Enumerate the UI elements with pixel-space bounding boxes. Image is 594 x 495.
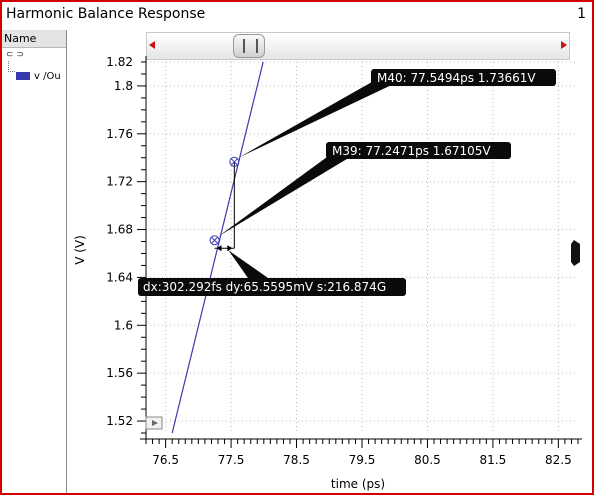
corner-icon[interactable]: [145, 416, 163, 430]
y-tick-label: 1.56: [106, 366, 133, 380]
x-tick-label: 81.5: [480, 453, 507, 467]
x-tick-label: 79.5: [349, 453, 376, 467]
x-tick-label: 82.5: [545, 453, 572, 467]
tick-marks: [137, 61, 579, 448]
y-axis-title: V (V): [73, 235, 87, 265]
marker-m39-cross-b: [211, 236, 218, 244]
tree-line: [8, 61, 15, 72]
grid: [146, 61, 578, 433]
y-tick-label: 1.64: [106, 270, 133, 284]
x-tick-label: 76.5: [152, 453, 179, 467]
title-bar: Harmonic Balance Response 1: [2, 2, 592, 28]
marker-m39-label-text: M39: 77.2471ps 1.67105V: [332, 144, 491, 158]
marker-m40: [229, 156, 240, 167]
y-tick-label: 1.82: [106, 55, 133, 69]
delta-label-text: dx:302.292fs dy:65.5595mV s:216.874G: [143, 280, 386, 294]
marker-m40-label-box: [371, 69, 556, 86]
marker-m40-label-text: M40: 77.5494ps 1.73661V: [377, 71, 536, 85]
x-tick-label: 78.5: [283, 453, 310, 467]
marker-m40-label-pointer: [238, 74, 401, 158]
y-tick-label: 1.6: [114, 318, 133, 332]
delta-label-box: [138, 278, 406, 296]
legend-item[interactable]: v /Ou: [16, 66, 66, 80]
scroll-right-arrow-icon[interactable]: [561, 41, 567, 49]
x-tick-labels: 76.5 77.5 78.5 79.5 80.5 81.5 82.5: [152, 453, 571, 467]
y-tick-label: 1.72: [106, 175, 133, 189]
scroll-left-arrow-icon[interactable]: [149, 41, 155, 49]
series-line: [171, 61, 264, 434]
y-tick-label: 1.68: [106, 223, 133, 237]
x-tick-label: 77.5: [218, 453, 245, 467]
delta-arrow-left: [216, 245, 222, 252]
delta-arrow-right: [227, 245, 233, 252]
marker-m39-label-pointer: [218, 147, 356, 237]
series-layer: [171, 61, 264, 434]
y-tick-labels: 1.52 1.56 1.6 1.64 1.68 1.72 1.76 1.8 1.82: [106, 55, 133, 428]
y-tick-label: 1.8: [114, 79, 133, 93]
grip-icon: [243, 39, 258, 53]
legend-panel: Name ⊂ ⊃ v /Ou: [2, 30, 67, 493]
window-title: Harmonic Balance Response: [6, 6, 206, 22]
delta-label-pointer: [228, 250, 268, 278]
legend-header[interactable]: Name: [2, 30, 66, 48]
marker-layer: M40: 77.5494ps 1.73661V M39: 77.2471ps 1.…: [138, 69, 556, 296]
x-axis-title: time (ps): [331, 477, 385, 491]
legend-label: v /Ou: [34, 71, 61, 80]
y-tick-label: 1.76: [106, 127, 133, 141]
x-tick-label: 80.5: [414, 453, 441, 467]
y-tick-label: 1.52: [106, 414, 133, 428]
window-number: 1: [577, 6, 586, 22]
marker-m39: [209, 235, 220, 246]
scroll-thumb[interactable]: [233, 34, 265, 58]
expander-icon[interactable]: ⊂ ⊃: [6, 50, 24, 60]
horizontal-scrollbar[interactable]: [146, 32, 570, 60]
marker-m40-cross-b: [230, 158, 238, 166]
legend-swatch: [16, 72, 30, 80]
axes: [140, 56, 582, 440]
plot-area[interactable]: 76.5 77.5 78.5 79.5 80.5 81.5 82.5 1.52 1.56 1.6…: [66, 54, 586, 494]
resize-handle-icon[interactable]: [571, 240, 580, 266]
marker-m39-label-box: [326, 142, 511, 159]
